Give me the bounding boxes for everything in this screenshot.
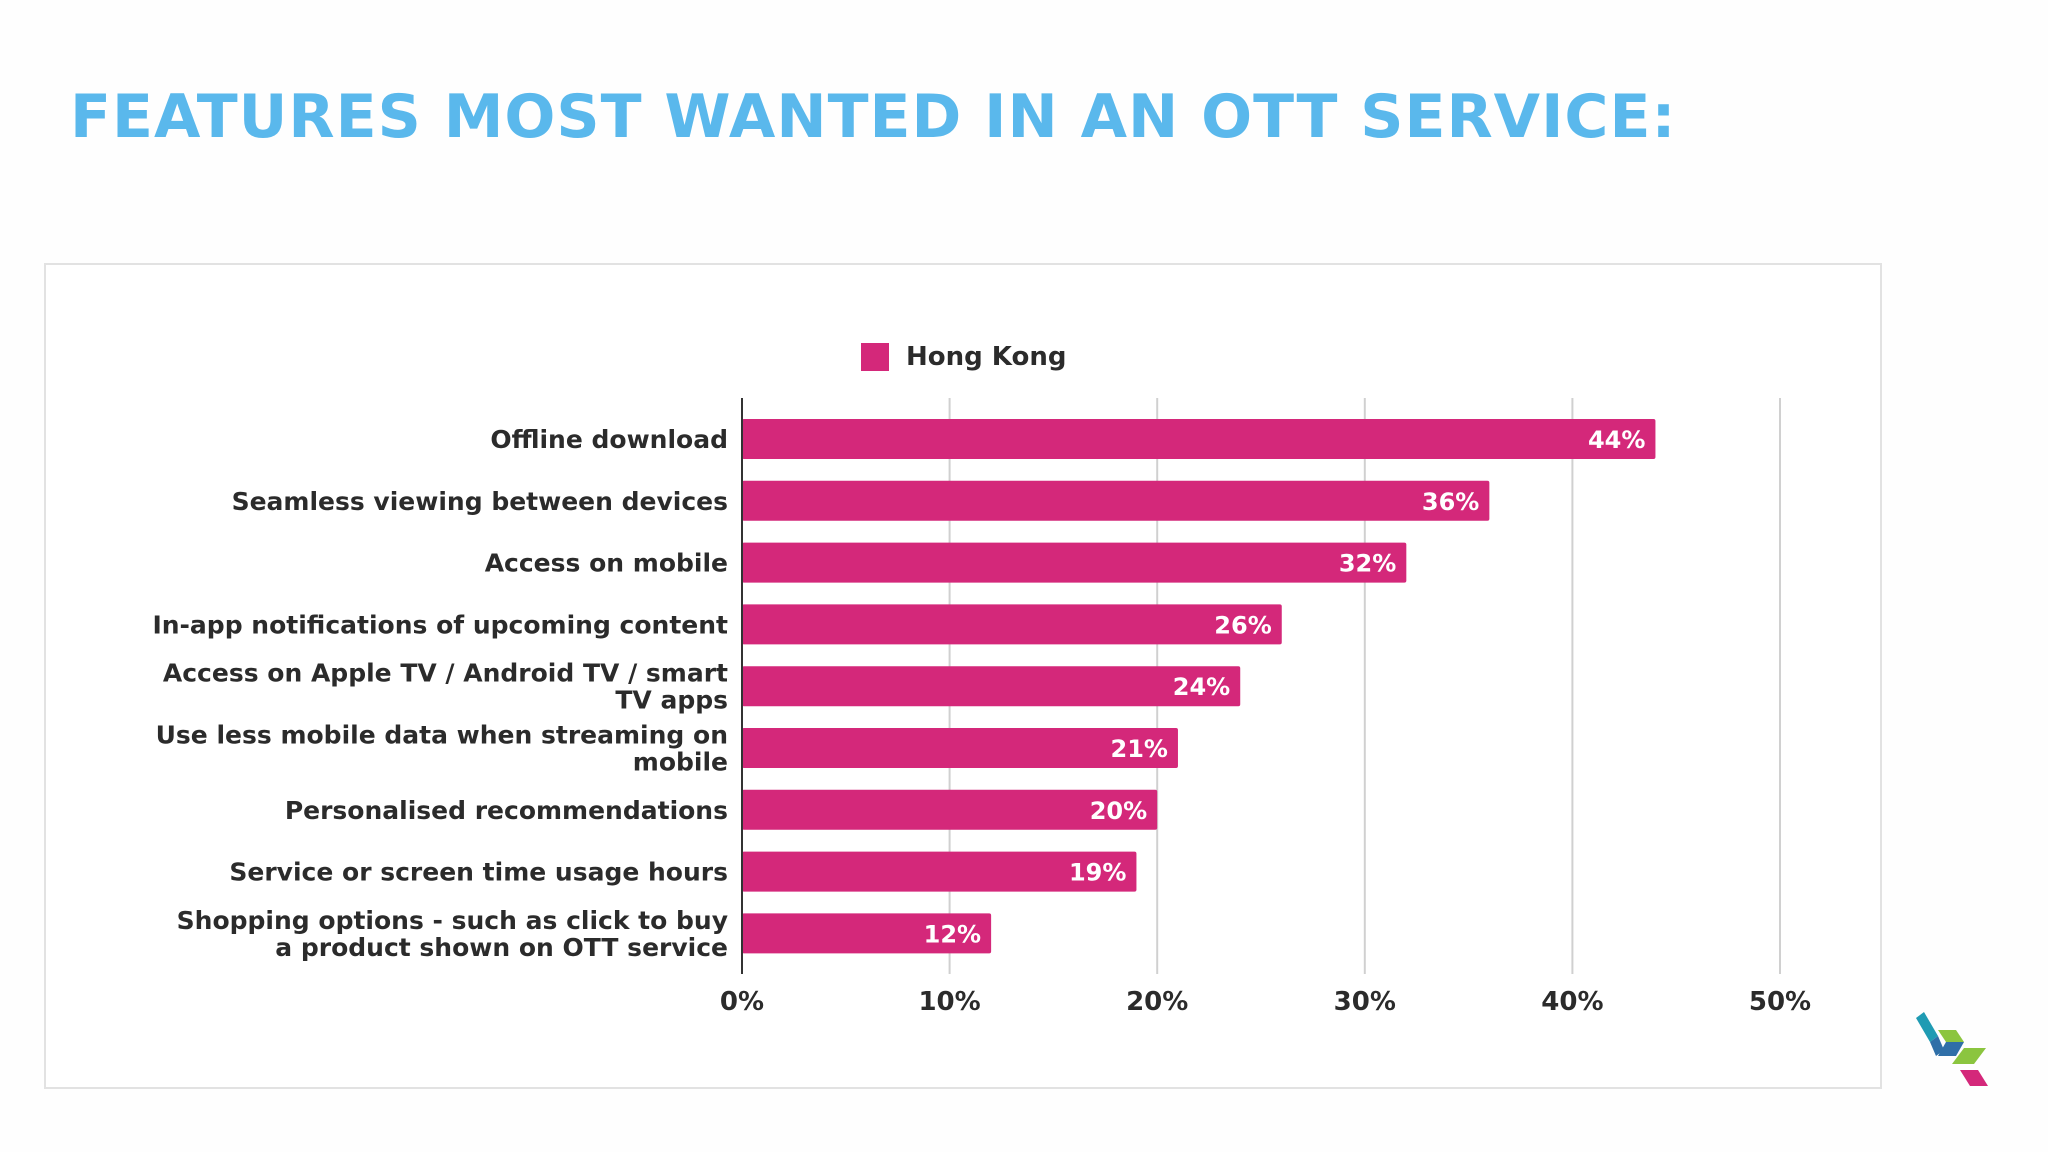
bar (742, 604, 1282, 645)
category-label: Use less mobile data when streaming on (156, 721, 728, 750)
bar-value-label: 24% (1173, 673, 1230, 701)
bar (742, 480, 1490, 521)
bar-value-label: 44% (1588, 426, 1645, 454)
x-tick-label: 30% (1334, 987, 1396, 1017)
category-label: Access on Apple TV / Android TV / smart (163, 659, 728, 688)
bar-value-label: 19% (1069, 859, 1126, 887)
category-label: Personalised recommendations (285, 796, 728, 825)
legend-label: Hong Kong (906, 342, 1066, 372)
legend-swatch (861, 343, 889, 371)
bar-value-label: 21% (1111, 735, 1168, 763)
bar (742, 419, 1656, 459)
bar (742, 542, 1407, 583)
bar-value-label: 32% (1339, 550, 1396, 578)
bar (742, 789, 1158, 830)
bar (742, 851, 1137, 892)
category-label: Access on mobile (485, 549, 728, 578)
category-label: Service or screen time usage hours (229, 858, 728, 887)
category-label: Offline download (490, 425, 728, 454)
brand-logo-icon (1916, 1012, 1988, 1086)
bar (742, 666, 1241, 707)
bar-value-label: 26% (1214, 611, 1271, 639)
x-tick-label: 20% (1126, 987, 1188, 1017)
bar-value-label: 20% (1090, 797, 1147, 825)
x-tick-label: 50% (1749, 987, 1811, 1017)
x-tick-label: 40% (1541, 987, 1603, 1017)
category-label: In-app notifications of upcoming content (152, 610, 728, 639)
bar (742, 913, 992, 954)
bar (742, 728, 1178, 768)
bar-value-label: 12% (924, 920, 981, 948)
category-label: a product shown on OTT service (275, 933, 728, 962)
slide-title: FEATURES MOST WANTED IN AN OTT SERVICE: (70, 82, 1677, 152)
category-label: Shopping options - such as click to buy (177, 906, 728, 935)
x-tick-label: 10% (918, 987, 980, 1017)
bar-value-label: 36% (1422, 488, 1479, 516)
x-tick-label: 0% (720, 987, 764, 1017)
category-label: TV apps (615, 686, 728, 715)
category-label: Seamless viewing between devices (232, 487, 728, 516)
category-label: mobile (633, 748, 728, 777)
